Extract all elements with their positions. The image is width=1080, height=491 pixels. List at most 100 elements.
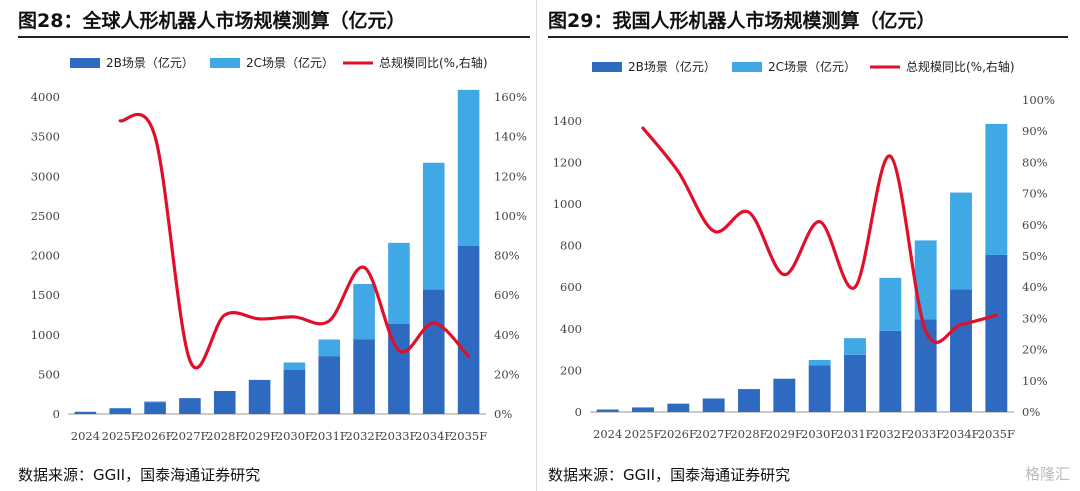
y2-tick-label: 80% [494, 249, 520, 263]
x-tick-label: 2024 [593, 427, 622, 441]
y2-tick-label: 160% [494, 90, 527, 104]
legend-swatch-2b [70, 58, 100, 68]
legend-swatch-2c [210, 58, 240, 68]
bar-2b [844, 354, 866, 412]
bar-2b [985, 254, 1008, 412]
chart-svg-china: 2B场景（亿元） 2C场景（亿元） 总规模同比(%,右轴) 0 200 400 600 800… [553, 59, 1055, 441]
y2-tick-label: 30% [1022, 311, 1048, 325]
chart-svg-global: 2B场景（亿元） 2C场景（亿元） 总规模同比(%,右轴) 0 500 1000 1500 2… [31, 55, 527, 443]
chart-panel-global: 图28：全球人形机器人市场规模测算（亿元） 2B场景（亿元） 2C场景（亿元） 总规… [0, 0, 532, 491]
chart-title: 图29：我国人形机器人市场规模测算（亿元） [548, 10, 936, 32]
yoy-growth-line [118, 112, 471, 370]
y2-tick-label: 50% [1022, 249, 1048, 263]
y-tick-label: 0 [53, 407, 60, 421]
bar-2c [283, 362, 306, 370]
x-tick-label: 2031F [311, 429, 348, 443]
bar-2c [353, 284, 375, 340]
bar-2c [422, 162, 445, 290]
legend-label-2b: 2B场景（亿元） [628, 59, 716, 74]
y-tick-label: 3000 [31, 169, 60, 183]
chart-title: 图28：全球人形机器人市场规模测算（亿元） [18, 10, 406, 32]
y2-tick-label: 70% [1022, 187, 1048, 201]
y-tick-label: 1400 [553, 114, 582, 128]
y-tick-label: 1200 [553, 155, 582, 169]
legend-label-2b: 2B场景（亿元） [106, 55, 194, 70]
bar-2b [248, 379, 271, 414]
bar-2c [914, 240, 937, 320]
panel-divider [536, 0, 537, 491]
y-tick-label: 1000 [553, 197, 582, 211]
y2-tick-label: 10% [1022, 374, 1048, 388]
x-tick-label: 2026F [136, 429, 173, 443]
y-tick-label: 200 [560, 363, 582, 377]
y2-tick-label: 60% [1022, 218, 1048, 232]
y2-tick-label: 120% [494, 169, 527, 183]
bar-2c [985, 123, 1008, 255]
bar-2c [808, 360, 831, 366]
y2-tick-label: 40% [1022, 280, 1048, 294]
x-tick-label: 2029F [766, 427, 803, 441]
bar-2b [422, 289, 445, 414]
bar-2b [457, 245, 480, 414]
x-tick-label: 2027F [171, 429, 208, 443]
y2-tick-label: 20% [494, 367, 520, 381]
source-note: 数据来源：GGII，国泰海通证券研究 [548, 466, 791, 484]
y2-tick-label: 20% [1022, 343, 1048, 357]
legend-swatch-2c [732, 62, 762, 72]
x-tick-label: 2030F [801, 427, 838, 441]
x-tick-label: 2027F [695, 427, 732, 441]
bar-2b [388, 323, 410, 414]
y2-tick-label: 90% [1022, 124, 1048, 138]
x-tick-label: 2025F [102, 429, 139, 443]
bar-2b [667, 403, 690, 412]
bar-2b [74, 411, 97, 414]
source-note: 数据来源：GGII，国泰海通证券研究 [18, 466, 261, 484]
y2-tick-label: 0% [1022, 405, 1040, 419]
x-tick-label: 2034F [942, 427, 979, 441]
y2-tick-label: 140% [494, 130, 527, 144]
bar-2b [596, 409, 619, 412]
x-tick-label: 2032F [345, 429, 382, 443]
y-tick-label: 400 [560, 322, 582, 336]
y-tick-label: 2000 [31, 249, 60, 263]
bar-2b [144, 402, 166, 414]
y2-tick-label: 60% [494, 288, 520, 302]
legend-label-line: 总规模同比(%,右轴) [906, 59, 1015, 74]
y-tick-label: 600 [560, 280, 582, 294]
bar-2b [632, 407, 654, 412]
x-tick-label: 2033F [380, 429, 417, 443]
bar-2c [318, 339, 341, 357]
x-tick-label: 2024 [71, 429, 100, 443]
bar-2b [213, 391, 236, 414]
y-tick-label: 500 [38, 367, 60, 381]
y2-tick-label: 0% [494, 407, 512, 421]
bar-2b [109, 408, 132, 414]
bar-2b [353, 339, 375, 414]
bar-2b [738, 389, 760, 412]
y-tick-label: 1000 [31, 328, 60, 342]
x-tick-label: 2035F [978, 427, 1015, 441]
bar-2b [179, 398, 201, 414]
bar-2b [950, 289, 972, 412]
x-tick-label: 2025F [624, 427, 661, 441]
x-tick-label: 2026F [660, 427, 697, 441]
legend-label-2c: 2C场景（亿元） [246, 55, 334, 70]
x-tick-label: 2029F [241, 429, 278, 443]
bar-2b [879, 330, 902, 412]
y-tick-label: 0 [575, 405, 582, 419]
watermark-logo: 格隆汇 [1024, 465, 1070, 483]
x-tick-label: 2032F [872, 427, 909, 441]
legend-label-2c: 2C场景（亿元） [768, 59, 856, 74]
title-rule [18, 36, 530, 38]
x-tick-label: 2028F [730, 427, 767, 441]
chart-panel-china: 图29：我国人形机器人市场规模测算（亿元） 2B场景（亿元） 2C场景（亿元） 总规… [540, 0, 1080, 491]
x-tick-label: 2033F [907, 427, 944, 441]
bar-2c [144, 401, 166, 403]
bar-2b [702, 398, 725, 412]
x-tick-label: 2035F [450, 429, 487, 443]
x-tick-label: 2031F [836, 427, 873, 441]
bar-2b [283, 369, 306, 414]
y2-tick-label: 80% [1022, 155, 1048, 169]
x-tick-label: 2028F [206, 429, 243, 443]
y-tick-label: 800 [560, 239, 582, 253]
